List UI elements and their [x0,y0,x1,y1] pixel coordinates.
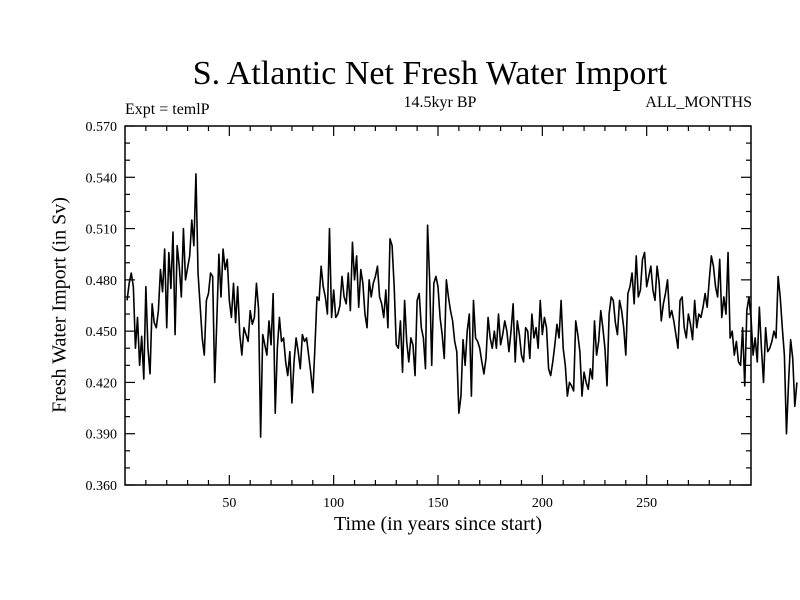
x-axis-label: Time (in years since start) [333,513,543,535]
period-label: ALL_MONTHS [645,94,752,111]
x-tick-label: 50 [222,496,236,511]
experiment-label: Expt = temlP [125,101,210,118]
y-tick-label: 0.510 [86,223,118,238]
y-tick-label: 0.360 [86,479,118,494]
chart-subtitle: 14.5kyr BP [403,94,477,111]
series-line [126,173,798,438]
x-tick-label: 100 [323,496,344,511]
y-tick-label: 0.390 [86,428,118,443]
y-tick-label: 0.540 [86,171,118,186]
x-tick-label: 150 [428,496,449,511]
y-tick-label: 0.570 [86,120,118,135]
plot-frame [124,125,752,486]
chart-title: S. Atlantic Net Fresh Water Import [192,55,668,92]
x-tick-label: 250 [636,496,657,511]
y-tick-label: 0.480 [86,274,118,289]
y-tick-label: 0.450 [86,325,118,340]
tick-group: 0.360 0.390 0.420 0.450 0.480 0.510 0.540 0.570… [86,120,751,511]
y-tick-label: 0.420 [86,376,118,391]
x-tick-label: 200 [532,496,553,511]
